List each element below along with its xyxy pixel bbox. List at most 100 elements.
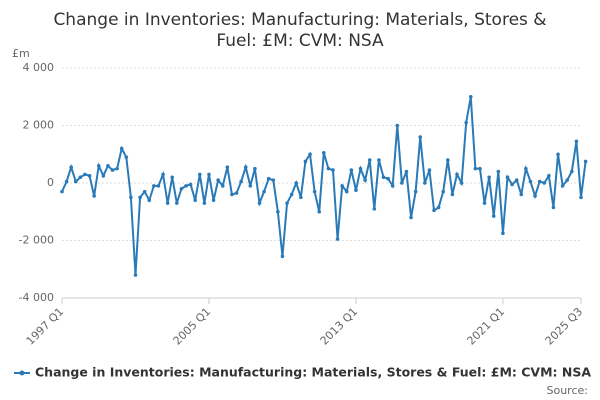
point: [404, 169, 409, 174]
point: [367, 158, 372, 162]
legend-label: Change in Inventories: Manufacturing: Ma…: [35, 365, 591, 380]
y-tick-label: -2 000: [19, 234, 54, 247]
point: [271, 178, 276, 182]
point: [377, 158, 381, 162]
legend-marker: [19, 370, 25, 376]
point: [161, 172, 165, 177]
point: [257, 201, 262, 205]
x-tick-label: 2005 Q1: [171, 305, 214, 348]
point: [413, 189, 418, 194]
point: [96, 163, 101, 168]
point: [441, 189, 446, 194]
point: [216, 178, 220, 182]
point: [446, 158, 450, 162]
point: [239, 179, 243, 184]
point: [491, 214, 496, 218]
point: [482, 201, 487, 205]
point: [73, 179, 78, 184]
point: [101, 174, 106, 178]
x-tick-label: 1997 Q1: [24, 305, 67, 348]
point: [418, 135, 423, 139]
point: [69, 165, 73, 169]
point: [129, 195, 133, 200]
point: [280, 254, 285, 259]
point: [138, 195, 142, 200]
point: [436, 205, 441, 210]
point: [253, 166, 257, 171]
x-tick-label: 2013 Q1: [318, 305, 361, 348]
series-line: [61, 96, 587, 276]
point: [455, 172, 459, 177]
point: [142, 189, 147, 194]
point: [501, 231, 505, 236]
point: [119, 146, 124, 151]
point: [106, 163, 110, 168]
point: [583, 159, 588, 164]
y-tick-label: -4 000: [19, 291, 54, 304]
point: [289, 192, 294, 197]
point: [560, 184, 565, 188]
point: [565, 178, 570, 182]
point: [234, 191, 239, 195]
point: [133, 273, 138, 277]
point: [312, 189, 317, 194]
point: [64, 179, 69, 184]
point: [179, 186, 184, 191]
y-tick-label: 2 000: [23, 119, 55, 132]
point: [266, 176, 271, 181]
point: [110, 168, 115, 172]
point: [432, 208, 436, 213]
point: [326, 166, 331, 171]
point: [147, 198, 152, 203]
point: [537, 179, 542, 184]
point: [547, 174, 551, 178]
point: [225, 165, 230, 169]
x-tick-label: 2021 Q1: [465, 305, 508, 348]
source: Source:: [547, 384, 589, 397]
point: [349, 168, 354, 172]
point: [211, 198, 216, 203]
point: [450, 192, 455, 197]
point: [496, 169, 501, 174]
point: [386, 176, 390, 181]
point: [400, 181, 404, 185]
point: [570, 169, 574, 174]
point: [519, 192, 524, 197]
point: [533, 194, 537, 198]
point: [294, 181, 299, 185]
point: [321, 151, 326, 155]
point: [202, 201, 207, 205]
point: [524, 166, 528, 171]
point: [335, 237, 340, 241]
point: [510, 182, 514, 187]
point: [83, 172, 87, 177]
point: [175, 201, 179, 205]
point: [285, 201, 289, 205]
point: [390, 184, 395, 188]
point: [303, 159, 308, 164]
point: [299, 195, 303, 200]
point: [556, 152, 560, 157]
point: [193, 198, 197, 203]
point: [574, 139, 579, 144]
point: [409, 215, 413, 220]
point: [395, 123, 400, 128]
point: [115, 166, 119, 171]
point: [363, 178, 367, 182]
point: [78, 175, 83, 180]
point: [60, 189, 64, 194]
point: [188, 182, 193, 187]
point: [220, 184, 225, 188]
point: [478, 166, 482, 171]
x-tick-label: 2025 Q3: [543, 305, 586, 348]
point: [464, 120, 468, 125]
point: [248, 184, 253, 188]
point: [459, 181, 464, 185]
point: [487, 175, 491, 180]
point: [170, 175, 175, 180]
point: [473, 166, 478, 171]
point: [579, 195, 583, 200]
point: [197, 172, 202, 177]
point: [308, 152, 312, 157]
